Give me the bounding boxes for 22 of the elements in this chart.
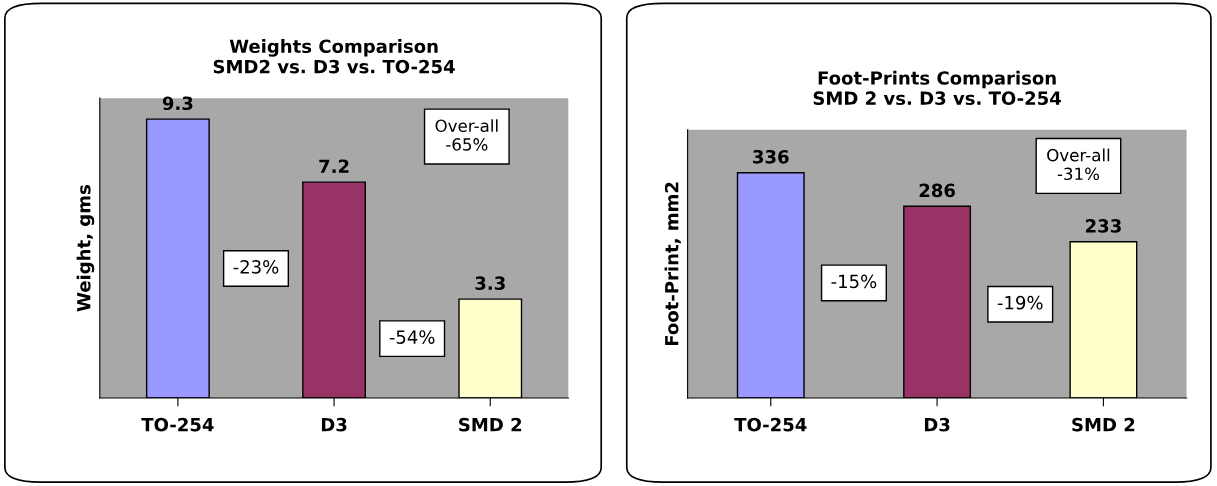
data-label: 9.3 — [162, 96, 193, 111]
annotation: -23% — [233, 260, 279, 274]
annotation: -54% — [389, 330, 435, 344]
annotation: -19% — [997, 295, 1043, 310]
x-tick-label: SMD 2 — [1072, 417, 1135, 432]
data-label: 286 — [919, 183, 955, 198]
data-label: 336 — [753, 149, 789, 164]
x-tick-label: D3 — [321, 417, 347, 432]
x-tick-label: TO-254 — [734, 417, 807, 432]
data-label: 3.3 — [475, 276, 505, 291]
annotation: -15% — [831, 274, 877, 289]
data-label: 233 — [1086, 219, 1121, 233]
x-tick-label: D3 — [924, 417, 950, 432]
chart-title: Weights Comparison SMD2 vs. D3 vs. TO-254 — [213, 39, 455, 74]
data-label: 7.2 — [319, 159, 349, 173]
annotation: Over-all -65% — [435, 119, 498, 151]
x-tick-label: TO-254 — [141, 417, 214, 432]
chart-title: Foot-Prints Comparison SMD 2 vs. D3 vs. TO-254 — [813, 70, 1061, 106]
annotation: Over-all -31% — [1047, 148, 1110, 181]
y-axis-title: Foot-Print, mm2 — [664, 182, 681, 346]
y-axis-title: Weight, gms — [76, 185, 95, 312]
x-tick-label: SMD 2 — [459, 417, 522, 432]
